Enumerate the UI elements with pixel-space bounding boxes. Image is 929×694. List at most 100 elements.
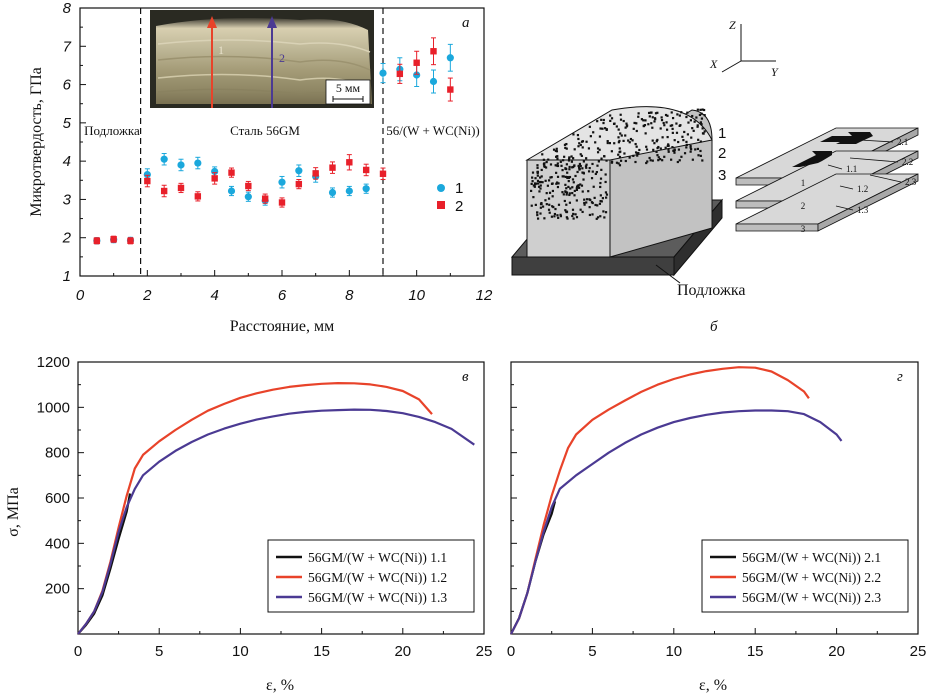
data-point-series-1	[429, 77, 438, 86]
dot-mark	[636, 152, 639, 155]
dot-mark	[543, 165, 546, 168]
dot-mark	[660, 116, 663, 119]
panel-b-scheme: Z X Y 1 2 3 Подложка б 1232.12.22.31.11.…	[510, 18, 919, 335]
dot-mark	[685, 140, 688, 143]
dot-mark	[534, 177, 537, 180]
label-leader	[869, 174, 902, 183]
dot-mark	[590, 177, 594, 180]
dot-mark	[605, 159, 608, 162]
dot-mark	[661, 159, 664, 162]
dot-mark	[659, 158, 662, 161]
data-point-series-1	[244, 193, 252, 201]
dot-mark	[547, 197, 551, 200]
panel-a-xlabel: Расстояние, мм	[230, 318, 335, 335]
dot-mark	[562, 159, 565, 162]
dot-mark	[583, 201, 586, 205]
dot-mark	[686, 133, 689, 136]
dot-mark	[559, 213, 562, 216]
region-label-composite: 56/(W + WC(Ni))	[386, 123, 480, 138]
dot-mark	[698, 113, 702, 117]
x-tick-label: 25	[476, 643, 493, 660]
x-tick-label: 10	[232, 643, 249, 660]
dot-mark	[604, 211, 608, 214]
dot-mark	[577, 137, 580, 141]
dot-mark	[689, 150, 692, 153]
dot-mark	[604, 127, 607, 130]
dot-mark	[699, 149, 702, 153]
dot-mark	[536, 166, 539, 169]
dot-mark	[555, 155, 558, 158]
dot-mark	[683, 130, 686, 134]
dot-mark	[547, 208, 551, 211]
dot-mark	[532, 184, 535, 187]
dot-mark	[532, 196, 535, 199]
panel-g-xlabel: ε, %	[699, 677, 727, 694]
dot-mark	[560, 164, 563, 167]
x-tick-label: 0	[76, 287, 85, 304]
label-leader	[859, 139, 894, 143]
dot-mark	[613, 142, 616, 145]
dot-mark	[548, 191, 552, 194]
dot-mark	[632, 127, 635, 130]
dot-mark	[699, 154, 702, 157]
dot-mark	[673, 151, 676, 154]
dot-mark	[699, 108, 702, 111]
deposited-block	[525, 106, 713, 258]
y-tick-label: 8	[63, 0, 72, 17]
dot-mark	[565, 203, 568, 206]
legend-marker-1	[437, 184, 445, 192]
dot-mark	[561, 191, 564, 194]
dot-mark	[619, 113, 622, 116]
slab-3-side	[735, 223, 819, 232]
sample-label: 1.1	[846, 164, 857, 174]
dot-mark	[536, 179, 540, 182]
dot-mark	[629, 137, 633, 141]
x-tick-label: 25	[910, 643, 927, 660]
dot-mark	[556, 162, 559, 165]
axis-x-label: X	[709, 57, 718, 71]
dot-mark	[700, 123, 703, 126]
dot-mark	[542, 158, 545, 161]
dot-mark	[699, 140, 702, 143]
legend-label-1: 56GM/(W + WC(Ni)) 1.1	[308, 550, 447, 565]
dot-mark	[634, 142, 637, 146]
dot-mark	[619, 150, 622, 153]
dot-mark	[653, 142, 656, 145]
dot-mark	[691, 127, 694, 130]
dot-mark	[701, 108, 704, 111]
dot-mark	[530, 204, 533, 207]
dot-mark	[568, 192, 571, 195]
dot-mark	[661, 136, 664, 139]
dot-mark	[599, 199, 602, 203]
data-point-series-2	[228, 169, 235, 176]
layer-label-1: 1	[718, 125, 726, 142]
dot-mark	[680, 155, 683, 158]
dot-mark	[565, 187, 568, 190]
dot-mark	[545, 203, 548, 206]
dot-mark	[615, 125, 618, 128]
dot-mark	[581, 171, 584, 174]
dot-mark	[646, 160, 649, 163]
dot-mark	[577, 186, 581, 189]
dot-mark	[642, 125, 645, 128]
dot-mark	[573, 194, 576, 197]
dot-mark	[678, 114, 681, 117]
data-point-series-1	[143, 170, 151, 179]
dot-mark	[689, 144, 692, 148]
dot-mark	[596, 151, 600, 154]
dot-mark	[647, 123, 650, 126]
dot-mark	[703, 114, 706, 117]
dot-mark	[656, 111, 659, 114]
dot-mark	[675, 122, 678, 125]
dot-mark	[653, 120, 656, 123]
dot-mark	[637, 115, 640, 118]
label-leader	[849, 157, 899, 163]
data-point-series-1	[177, 161, 185, 169]
dot-mark	[531, 171, 535, 174]
dot-mark	[562, 193, 565, 196]
region-boundaries	[140, 8, 384, 276]
dot-mark	[564, 175, 567, 178]
series-line-3	[77, 408, 475, 635]
dot-mark	[538, 181, 541, 184]
y-tick-label: 6	[63, 77, 72, 94]
